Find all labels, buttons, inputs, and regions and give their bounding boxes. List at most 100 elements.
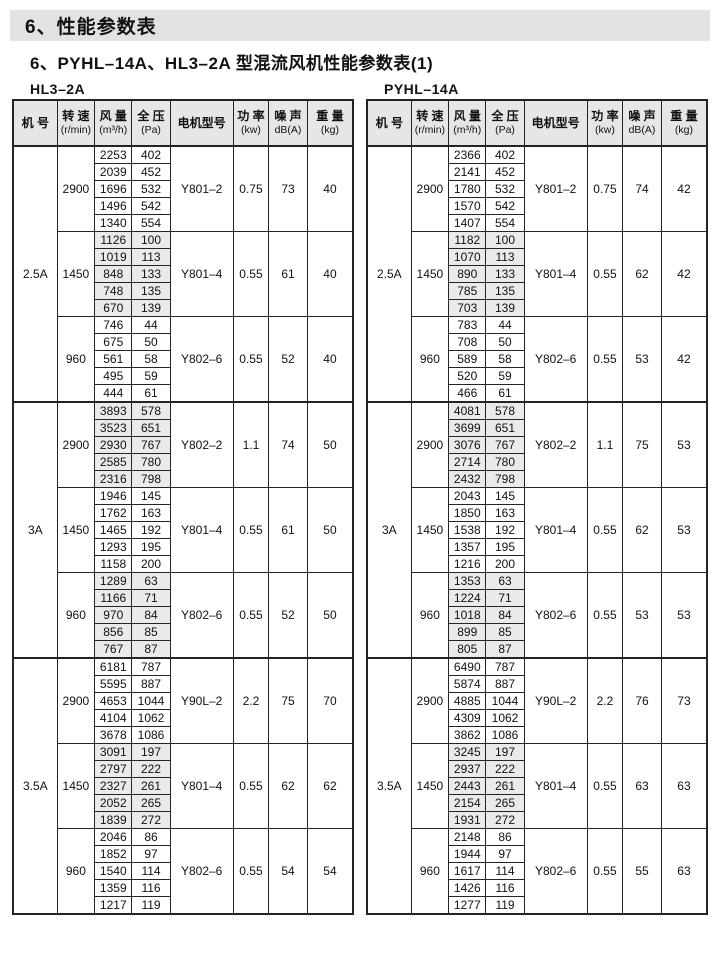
cell-weight: 42 <box>660 231 708 317</box>
cell-flow: 783 <box>448 316 487 334</box>
cell-speed: 1450 <box>410 231 450 317</box>
data-row: 1450 1126 100 Y801–4 0.55 61 40 <box>13 231 354 317</box>
cell-noise: 52 <box>268 572 308 659</box>
cell-flow: 1359 <box>94 879 133 897</box>
cell-flow: 970 <box>94 606 133 624</box>
data-row: 1617 114 <box>367 862 707 880</box>
cell-power: 2.2 <box>586 657 624 744</box>
cell-power: 1.1 <box>586 401 624 488</box>
cell-flow: 748 <box>94 282 133 300</box>
data-row: 444 61 <box>13 384 353 403</box>
cell-power: 0.55 <box>586 828 624 915</box>
cell-pressure: 84 <box>131 606 171 624</box>
cell-pressure: 887 <box>485 675 525 693</box>
cell-pressure: 780 <box>131 453 171 471</box>
data-row: 1357 195 <box>367 538 707 556</box>
data-row: 3862 1086 <box>367 726 707 744</box>
cell-flow: 1407 <box>448 214 487 232</box>
col-header-weight-name: 重 量 <box>316 109 344 123</box>
cell-pressure: 116 <box>485 879 525 897</box>
table-left-label: HL3–2A <box>30 81 86 97</box>
cell-flow: 3893 <box>94 401 133 420</box>
cell-motor: Y801–4 <box>523 743 588 829</box>
col-header-noise-name: 噪 声 <box>628 109 656 123</box>
cell-flow: 1839 <box>94 811 133 829</box>
cell-pressure: 1062 <box>131 709 171 727</box>
data-row: 1931 272 <box>367 811 707 829</box>
data-row: 2327 261 <box>13 777 353 795</box>
data-row: 3678 1086 <box>13 726 353 744</box>
data-row: 748 135 <box>13 282 353 300</box>
cell-pressure: 1044 <box>485 692 525 710</box>
cell-pressure: 63 <box>131 572 171 590</box>
data-row: 1426 116 <box>367 879 707 897</box>
cell-pressure: 86 <box>131 828 171 846</box>
cell-pressure: 265 <box>131 794 171 812</box>
cell-flow: 3523 <box>94 419 133 437</box>
data-row: 1450 2043 145 Y801–4 0.55 62 53 <box>367 487 708 573</box>
cell-speed: 2900 <box>410 657 450 744</box>
cell-pressure: 114 <box>485 862 525 880</box>
cell-weight: 62 <box>306 743 354 829</box>
cell-flow: 1946 <box>94 487 133 505</box>
cell-pressure: 197 <box>485 743 525 761</box>
cell-flow: 444 <box>94 384 133 403</box>
cell-pressure: 145 <box>131 487 171 505</box>
cell-flow: 746 <box>94 316 133 334</box>
col-header-noise: 噪 声 dB(A) <box>622 99 662 147</box>
cell-flow: 3699 <box>448 419 487 437</box>
data-row: 3.5A 2900 6181 787 Y90L–2 2.2 75 70 <box>12 657 354 915</box>
cell-weight: 63 <box>660 828 708 915</box>
data-row: 2797 222 <box>13 760 353 778</box>
cell-pressure: 200 <box>131 555 171 573</box>
performance-table-left: 机 号转 速 (r/min) 风 量 (m³/h) 全 压 (Pa) 电机型号功 率 (kw)… <box>12 99 354 915</box>
data-row: 2039 452 <box>13 163 353 181</box>
cell-flow: 2937 <box>448 760 487 778</box>
cell-power: 0.55 <box>586 743 624 829</box>
cell-speed: 2900 <box>410 401 450 488</box>
cell-weight: 50 <box>306 572 354 659</box>
cell-motor: Y802–6 <box>169 828 234 915</box>
cell-pressure: 798 <box>485 470 525 488</box>
table-right-label: PYHL–14A <box>384 81 459 97</box>
table-right-wrap: PYHL–14A 机 号转 速 (r/min) 风 量 (m³/h) 全 压 (Pa) 电机… <box>366 78 708 915</box>
cell-noise: 75 <box>622 401 662 488</box>
data-row: 1293 195 <box>13 538 353 556</box>
cell-pressure: 84 <box>485 606 525 624</box>
col-header-noise: 噪 声 dB(A) <box>268 99 308 147</box>
cell-noise: 62 <box>622 231 662 317</box>
cell-pressure: 114 <box>131 862 171 880</box>
cell-power: 0.55 <box>586 316 624 403</box>
cell-pressure: 50 <box>131 333 171 351</box>
col-header-pressure: 全 压 (Pa) <box>485 99 525 147</box>
col-header-speed: 转 速 (r/min) <box>410 99 450 147</box>
cell-noise: 75 <box>268 657 308 744</box>
cell-pressure: 554 <box>131 214 171 232</box>
cell-power: 0.75 <box>232 145 270 232</box>
col-header-flow-name: 风 量 <box>453 109 481 123</box>
col-header-speed: 转 速 (r/min) <box>56 99 96 147</box>
data-row: 3076 767 <box>367 436 707 454</box>
cell-motor: Y801–4 <box>169 743 234 829</box>
cell-noise: 61 <box>268 487 308 573</box>
cell-flow: 708 <box>448 333 487 351</box>
data-row: 3.5A 2900 6490 787 Y90L–2 2.2 76 73 <box>366 657 708 915</box>
cell-pressure: 44 <box>485 316 525 334</box>
cell-pressure: 200 <box>485 555 525 573</box>
cell-pressure: 787 <box>485 657 525 676</box>
cell-weight: 50 <box>306 487 354 573</box>
data-row: 1450 1182 100 Y801–4 0.55 62 42 <box>367 231 708 317</box>
cell-pressure: 61 <box>131 384 171 403</box>
data-row: 1450 3245 197 Y801–4 0.55 63 63 <box>367 743 708 829</box>
cell-pressure: 100 <box>131 231 171 249</box>
data-row: 1018 84 <box>367 606 707 624</box>
cell-pressure: 71 <box>131 589 171 607</box>
cell-flow: 3862 <box>448 726 487 744</box>
col-header-flow-unit: (m³/h) <box>99 124 128 136</box>
data-row: 1852 97 <box>13 845 353 863</box>
cell-pressure: 97 <box>131 845 171 863</box>
cell-flow: 1762 <box>94 504 133 522</box>
cell-flow: 2043 <box>448 487 487 505</box>
cell-pressure: 44 <box>131 316 171 334</box>
cell-flow: 2141 <box>448 163 487 181</box>
